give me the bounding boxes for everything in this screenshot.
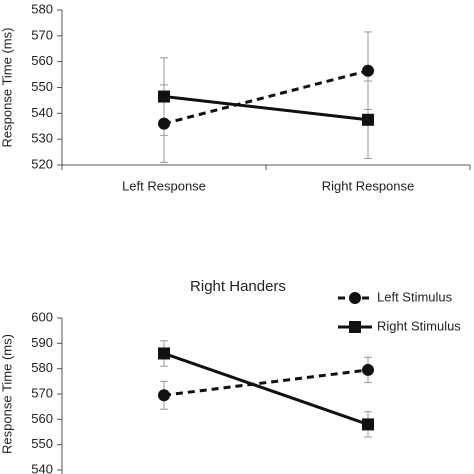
marker: [158, 347, 170, 360]
y-tick-label: 570: [31, 27, 53, 42]
y-axis-label: Response Time (ms): [0, 334, 14, 454]
y-tick-label: 580: [31, 360, 53, 375]
y-tick-label: 560: [31, 53, 53, 68]
y-tick-label: 600: [31, 309, 53, 324]
marker: [362, 113, 374, 126]
y-tick-label: 560: [31, 411, 53, 426]
y-tick-label: 580: [31, 1, 53, 16]
y-tick-label: 550: [31, 79, 53, 94]
marker: [362, 64, 374, 77]
y-tick-label: 590: [31, 335, 53, 350]
marker: [362, 363, 374, 376]
x-tick-label: Left Response: [122, 178, 206, 193]
legend-marker: [349, 321, 361, 333]
y-tick-label: 540: [31, 461, 53, 474]
y-tick-label: 540: [31, 105, 53, 120]
marker: [158, 90, 170, 103]
marker: [362, 418, 374, 431]
legend-label: Left Stimulus: [377, 289, 453, 304]
series-line: [163, 368, 369, 397]
legend-label: Right Stimulus: [377, 318, 461, 333]
legend-marker: [349, 292, 361, 304]
y-tick-label: 530: [31, 131, 53, 146]
marker: [158, 389, 170, 402]
y-tick-label: 520: [31, 156, 53, 171]
series-line: [163, 352, 369, 426]
marker: [158, 117, 170, 130]
x-tick-label: Right Response: [322, 178, 415, 193]
y-tick-label: 570: [31, 385, 53, 400]
series-line: [163, 95, 369, 122]
y-axis-label: Response Time (ms): [0, 28, 14, 148]
chart-title: Right Handers: [190, 278, 286, 295]
y-tick-label: 550: [31, 436, 53, 451]
